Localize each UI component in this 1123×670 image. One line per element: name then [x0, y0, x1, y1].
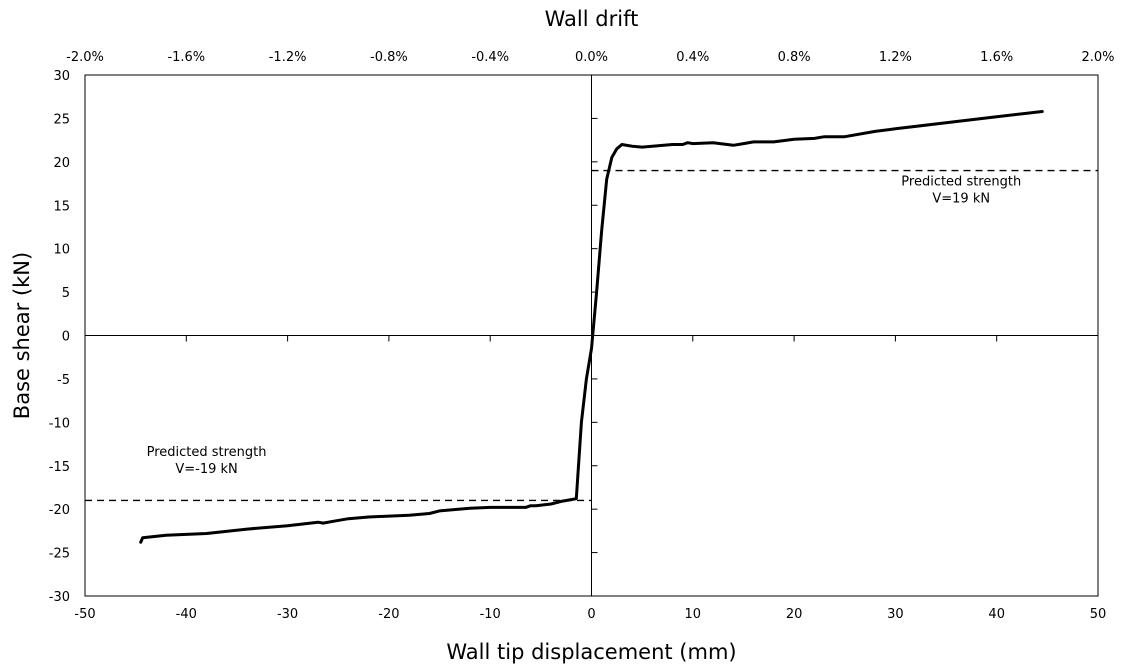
x-tick-label: 20	[786, 607, 803, 622]
annotation-text: Predicted strength V=-19 kN	[147, 445, 267, 477]
y-tick-label: -30	[49, 590, 70, 605]
x-tick-label: -20	[378, 607, 399, 622]
reference-lines	[85, 169, 1098, 502]
x-tick-label: -50	[74, 607, 95, 622]
top-tick-label: 1.6%	[980, 50, 1013, 65]
y-tick-label: -25	[49, 547, 70, 562]
top-tick-label: -0.8%	[370, 50, 408, 65]
axes: -50 -40 -30 -20 -10 0 10 20 30 40 50-30-25-20-15-1…	[49, 50, 1115, 622]
y-tick-label: -15	[49, 460, 70, 475]
x-tick-label: -40	[176, 607, 197, 622]
top-tick-label: 1.2%	[879, 50, 912, 65]
series-line	[139, 110, 1044, 544]
x-tick-label: 30	[887, 607, 904, 622]
y-tick-label: 10	[53, 243, 70, 258]
top-tick-label: -1.6%	[167, 50, 205, 65]
y-tick-label: 20	[53, 156, 70, 171]
top-tick-label: 0.4%	[676, 50, 709, 65]
top-tick-label: 2.0%	[1081, 50, 1114, 65]
x-tick-label: 40	[988, 607, 1005, 622]
y-tick-label: 0	[62, 330, 70, 345]
top-tick-label: 0.8%	[778, 50, 811, 65]
x-axis-title: Wall tip displacement (mm)	[446, 640, 736, 664]
y-tick-label: 25	[53, 112, 70, 127]
x-tick-label: -10	[480, 607, 501, 622]
x-tick-label: -30	[277, 607, 298, 622]
annotation-line: Predicted strength	[901, 174, 1021, 189]
top-tick-label: -2.0%	[66, 50, 104, 65]
top-tick-label: 0.0%	[575, 50, 608, 65]
series-group	[139, 110, 1044, 544]
top-axis-title: Wall drift	[545, 7, 639, 31]
annotation-text: Predicted strength V=19 kN	[901, 174, 1021, 206]
y-tick-label: 15	[53, 199, 70, 214]
y-axis-title: Base shear (kN)	[10, 252, 34, 419]
y-tick-label: 30	[53, 69, 70, 84]
top-tick-label: -0.4%	[471, 50, 509, 65]
top-tick-label: -1.2%	[269, 50, 307, 65]
annotation-line: V=-19 kN	[175, 462, 237, 477]
y-tick-label: -20	[49, 503, 70, 518]
x-tick-label: 0	[587, 607, 595, 622]
y-tick-label: -5	[57, 373, 70, 388]
x-tick-label: 50	[1090, 607, 1107, 622]
annotation-line: Predicted strength	[147, 445, 267, 460]
x-tick-label: 10	[685, 607, 702, 622]
y-tick-label: -10	[49, 416, 70, 431]
annotation-line: V=19 kN	[932, 191, 990, 206]
y-tick-label: 5	[62, 286, 70, 301]
